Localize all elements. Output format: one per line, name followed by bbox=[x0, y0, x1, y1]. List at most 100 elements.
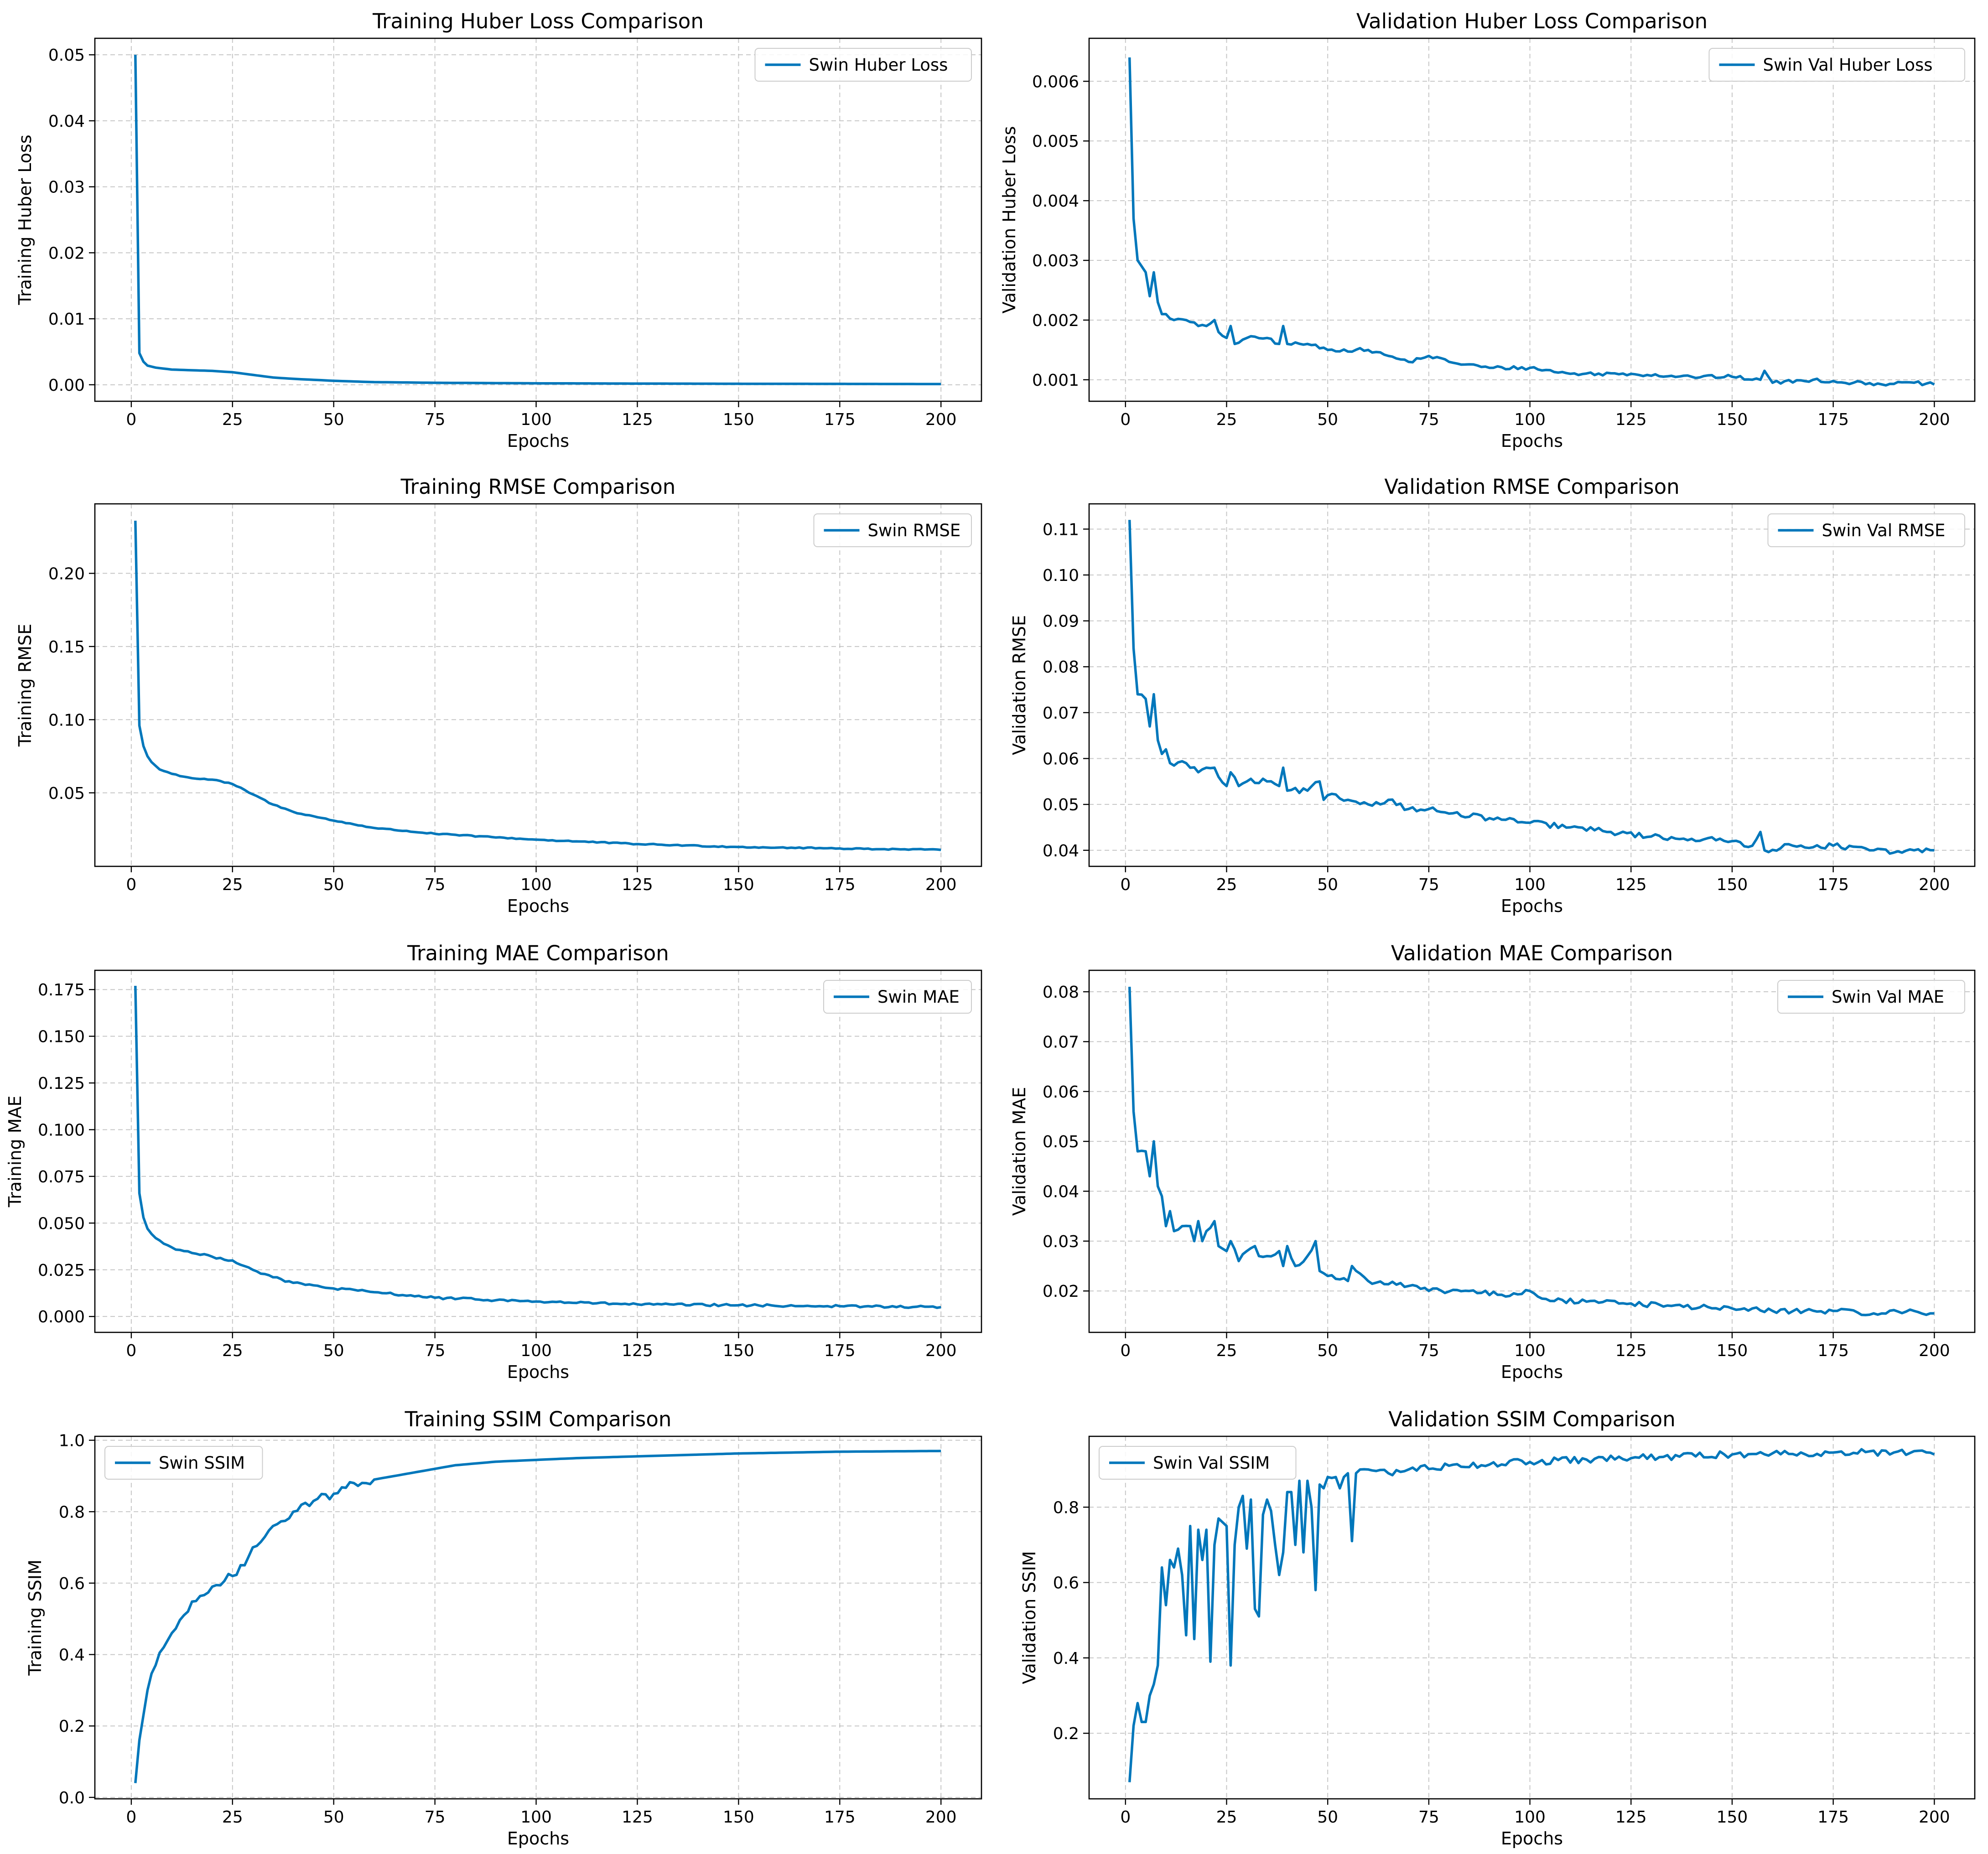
chart-val-mae: 0 25 50 75 100 125 150 175 200 0.02 0.03 0.04 0.05 0.… bbox=[1009, 941, 1976, 1382]
chart-title: Validation Huber Loss Comparison bbox=[1356, 9, 1708, 33]
x-tick-label: 100 bbox=[520, 1341, 552, 1360]
y-axis-label: Training SSIM bbox=[25, 1559, 45, 1676]
x-tick-label: 150 bbox=[1717, 875, 1748, 894]
x-tick-label: 150 bbox=[1717, 1341, 1748, 1360]
x-tick-label: 0 bbox=[126, 1341, 136, 1360]
x-tick-label: 150 bbox=[1717, 1808, 1748, 1827]
y-tick-label: 0.05 bbox=[48, 784, 85, 803]
y-axis-label: Training Huber Loss bbox=[15, 135, 35, 305]
x-tick-label: 125 bbox=[622, 410, 653, 429]
y-tick-label: 0.04 bbox=[1043, 1182, 1079, 1201]
axes-frame bbox=[94, 37, 982, 402]
legend-label: Swin Val RMSE bbox=[1822, 521, 1946, 540]
y-tick-label: 0.8 bbox=[1053, 1498, 1079, 1517]
chart-title: Validation RMSE Comparison bbox=[1384, 475, 1679, 499]
y-tick-label: 0.00 bbox=[48, 376, 85, 395]
x-tick-label: 0 bbox=[1120, 875, 1131, 894]
x-tick-label: 200 bbox=[1919, 1341, 1950, 1360]
y-tick-label: 0.075 bbox=[38, 1168, 85, 1186]
legend: Swin Val Huber Loss bbox=[1708, 48, 1965, 82]
y-tick-label: 0.025 bbox=[38, 1261, 85, 1280]
series-line-val-huber bbox=[1128, 57, 1935, 387]
chart-val-ssim: 0 25 50 75 100 125 150 175 200 0.2 0.4 0.6 0.8 Valida… bbox=[1019, 1407, 1976, 1849]
x-tick-label: 200 bbox=[925, 1341, 957, 1360]
legend: Swin RMSE bbox=[813, 513, 972, 547]
x-tick-label: 100 bbox=[520, 1808, 552, 1827]
y-axis-label: Training MAE bbox=[5, 1096, 25, 1208]
x-tick-label: 175 bbox=[824, 1808, 856, 1827]
x-tick-label: 175 bbox=[1817, 875, 1849, 894]
y-tick-label: 0.10 bbox=[1043, 566, 1079, 585]
x-tick-label: 100 bbox=[520, 410, 552, 429]
y-tick-label: 0.01 bbox=[48, 310, 85, 329]
y-axis-label: Validation RMSE bbox=[1009, 615, 1029, 755]
chart-train-ssim: 0 25 50 75 100 125 150 175 200 0.0 0.2 0.4 0.6 0.8 1.0… bbox=[25, 1407, 982, 1849]
x-tick-label: 25 bbox=[222, 875, 243, 894]
x-tick-label: 175 bbox=[824, 875, 856, 894]
axes-frame bbox=[94, 969, 982, 1333]
legend-box bbox=[823, 980, 972, 1014]
chart-title: Validation MAE Comparison bbox=[1391, 941, 1673, 965]
y-axis-label: Validation SSIM bbox=[1019, 1551, 1039, 1684]
x-tick-label: 150 bbox=[723, 410, 754, 429]
x-tick-label: 50 bbox=[323, 1341, 344, 1360]
y-axis-label: Validation Huber Loss bbox=[999, 126, 1019, 314]
x-tick-label: 150 bbox=[723, 1808, 754, 1827]
legend: Swin Val MAE bbox=[1777, 980, 1965, 1014]
x-tick-label: 200 bbox=[1919, 875, 1950, 894]
x-axis-label: Epochs bbox=[1501, 1362, 1563, 1382]
legend: Swin SSIM bbox=[104, 1446, 263, 1480]
y-tick-label: 0.03 bbox=[48, 178, 85, 197]
x-tick-label: 75 bbox=[1418, 410, 1439, 429]
y-tick-label: 0.09 bbox=[1043, 612, 1079, 631]
legend-label: Swin RMSE bbox=[868, 521, 961, 540]
x-tick-label: 100 bbox=[520, 875, 552, 894]
y-tick-label: 0.05 bbox=[48, 46, 85, 65]
legend-box bbox=[813, 513, 972, 547]
x-axis-label: Epochs bbox=[507, 896, 569, 916]
x-tick-label: 25 bbox=[222, 410, 243, 429]
series-line-val-ssim bbox=[1128, 1448, 1935, 1782]
legend-label: Swin MAE bbox=[877, 987, 960, 1007]
x-tick-label: 200 bbox=[1919, 1808, 1950, 1827]
x-tick-label: 150 bbox=[1717, 410, 1748, 429]
y-tick-label: 0.05 bbox=[1043, 796, 1079, 814]
y-axis-label: Validation MAE bbox=[1009, 1087, 1029, 1216]
y-tick-label: 0.125 bbox=[38, 1074, 85, 1093]
x-tick-label: 75 bbox=[1418, 1341, 1439, 1360]
x-tick-label: 75 bbox=[425, 1341, 446, 1360]
x-tick-label: 25 bbox=[1216, 410, 1237, 429]
x-axis-label: Epochs bbox=[507, 1828, 569, 1849]
x-tick-label: 0 bbox=[126, 1808, 136, 1827]
chart-train-rmse: 0 25 50 75 100 125 150 175 200 0.05 0.10 0.15 0.20 Tr… bbox=[15, 475, 982, 916]
x-tick-label: 125 bbox=[1615, 875, 1647, 894]
x-tick-label: 125 bbox=[622, 875, 653, 894]
x-tick-label: 175 bbox=[824, 410, 856, 429]
y-tick-label: 0.02 bbox=[48, 244, 85, 263]
y-tick-label: 0.6 bbox=[59, 1574, 85, 1593]
x-tick-label: 50 bbox=[1317, 875, 1338, 894]
y-tick-label: 0.6 bbox=[1053, 1574, 1079, 1593]
chart-title: Training SSIM Comparison bbox=[405, 1407, 672, 1431]
y-tick-label: 0.2 bbox=[1053, 1725, 1079, 1743]
legend-box bbox=[104, 1446, 263, 1480]
x-tick-label: 50 bbox=[323, 1808, 344, 1827]
x-tick-label: 0 bbox=[126, 410, 136, 429]
axes-frame bbox=[1088, 503, 1976, 867]
y-axis-label: Training RMSE bbox=[15, 624, 35, 747]
series-line-val-mae bbox=[1128, 987, 1935, 1316]
legend-label: Swin Val MAE bbox=[1832, 987, 1944, 1007]
legend: Swin Val SSIM bbox=[1099, 1446, 1297, 1480]
y-tick-label: 0.003 bbox=[1032, 252, 1079, 270]
legend-label: Swin Val SSIM bbox=[1153, 1453, 1270, 1473]
legend-label: Swin SSIM bbox=[159, 1453, 245, 1473]
legend: Swin Huber Loss bbox=[754, 48, 972, 82]
series-line-train-ssim bbox=[134, 1450, 941, 1783]
y-tick-label: 0.175 bbox=[38, 981, 85, 1000]
x-tick-label: 0 bbox=[126, 875, 136, 894]
chart-val-huber: 0 25 50 75 100 125 150 175 200 0.001 0.002 0.003 0.0… bbox=[999, 9, 1976, 451]
chart-title: Training RMSE Comparison bbox=[400, 475, 676, 499]
chart-title: Training MAE Comparison bbox=[407, 941, 669, 965]
x-tick-label: 100 bbox=[1514, 1808, 1546, 1827]
